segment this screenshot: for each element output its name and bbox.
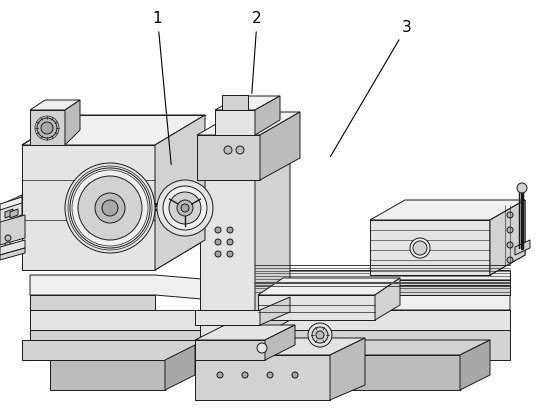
Circle shape	[227, 239, 233, 245]
Polygon shape	[195, 355, 330, 400]
Circle shape	[41, 122, 53, 134]
Polygon shape	[0, 195, 22, 225]
Polygon shape	[490, 200, 525, 275]
Polygon shape	[50, 360, 165, 390]
Polygon shape	[255, 285, 510, 295]
Polygon shape	[30, 100, 80, 110]
Polygon shape	[30, 310, 510, 330]
Circle shape	[227, 227, 233, 233]
Polygon shape	[335, 355, 460, 390]
Circle shape	[177, 200, 193, 216]
Polygon shape	[222, 95, 248, 110]
Polygon shape	[30, 295, 155, 310]
Polygon shape	[5, 242, 22, 256]
Polygon shape	[22, 145, 155, 270]
Polygon shape	[215, 110, 255, 135]
Polygon shape	[195, 340, 265, 360]
Text: 2: 2	[252, 11, 262, 93]
Circle shape	[292, 372, 298, 378]
Circle shape	[507, 212, 513, 218]
Circle shape	[157, 180, 213, 236]
Polygon shape	[0, 240, 25, 255]
Polygon shape	[260, 297, 290, 325]
Circle shape	[224, 146, 232, 154]
Polygon shape	[65, 100, 80, 145]
Polygon shape	[0, 215, 22, 230]
Circle shape	[242, 372, 248, 378]
Polygon shape	[0, 197, 22, 210]
Circle shape	[215, 239, 221, 245]
Polygon shape	[30, 275, 510, 310]
Polygon shape	[258, 295, 375, 320]
Circle shape	[217, 372, 223, 378]
Circle shape	[95, 193, 125, 223]
Polygon shape	[335, 340, 490, 355]
Circle shape	[517, 183, 527, 193]
Circle shape	[507, 242, 513, 248]
Circle shape	[308, 323, 332, 347]
Polygon shape	[22, 240, 205, 270]
Polygon shape	[5, 209, 13, 218]
Circle shape	[316, 331, 324, 339]
Circle shape	[312, 327, 328, 343]
Polygon shape	[195, 310, 260, 325]
Polygon shape	[260, 112, 300, 180]
Polygon shape	[197, 112, 300, 135]
Circle shape	[236, 146, 244, 154]
Circle shape	[410, 238, 430, 258]
Circle shape	[78, 176, 142, 240]
Circle shape	[267, 372, 273, 378]
Circle shape	[507, 257, 513, 263]
Polygon shape	[165, 345, 195, 390]
Polygon shape	[195, 338, 365, 355]
Polygon shape	[265, 325, 295, 360]
Polygon shape	[195, 325, 295, 340]
Text: 3: 3	[331, 20, 411, 156]
Circle shape	[102, 200, 118, 216]
Polygon shape	[370, 200, 525, 220]
Circle shape	[257, 343, 267, 353]
Text: 1: 1	[153, 11, 171, 164]
Polygon shape	[330, 338, 365, 400]
Circle shape	[37, 118, 57, 138]
Polygon shape	[215, 96, 280, 110]
Circle shape	[5, 235, 11, 241]
Polygon shape	[0, 215, 25, 245]
Polygon shape	[255, 270, 510, 280]
Circle shape	[5, 242, 11, 248]
Polygon shape	[258, 278, 400, 295]
Circle shape	[507, 227, 513, 233]
Circle shape	[5, 249, 11, 255]
Polygon shape	[255, 160, 290, 340]
Polygon shape	[30, 330, 510, 360]
Polygon shape	[200, 180, 255, 340]
Polygon shape	[370, 220, 490, 275]
Polygon shape	[0, 248, 25, 260]
Circle shape	[169, 192, 201, 224]
Polygon shape	[515, 240, 530, 255]
Circle shape	[227, 251, 233, 257]
Circle shape	[215, 251, 221, 257]
Circle shape	[163, 186, 207, 230]
Polygon shape	[460, 340, 490, 390]
Polygon shape	[10, 209, 18, 218]
Polygon shape	[155, 115, 205, 270]
Polygon shape	[375, 278, 400, 320]
Circle shape	[65, 163, 155, 253]
Polygon shape	[255, 280, 510, 295]
Polygon shape	[22, 115, 205, 145]
Circle shape	[413, 241, 427, 255]
Polygon shape	[30, 110, 65, 145]
Circle shape	[181, 204, 189, 212]
Polygon shape	[200, 160, 290, 180]
Circle shape	[70, 168, 150, 248]
Polygon shape	[22, 340, 200, 360]
Polygon shape	[255, 96, 280, 135]
Polygon shape	[197, 135, 260, 180]
Polygon shape	[490, 200, 525, 275]
Circle shape	[215, 227, 221, 233]
